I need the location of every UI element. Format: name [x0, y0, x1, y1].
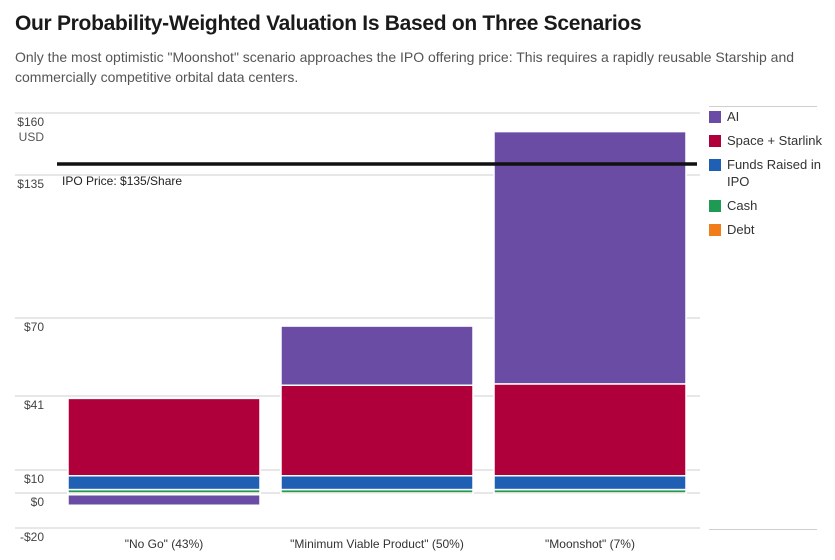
bar-segment: [67, 475, 261, 491]
legend-swatch: [709, 224, 721, 236]
y-tick-label: $135: [17, 177, 44, 191]
bar-segment: [67, 397, 261, 477]
bars: [67, 130, 687, 506]
legend-label: Debt: [727, 222, 755, 237]
y-tick-label: $0: [31, 495, 45, 509]
legend-swatch: [709, 159, 721, 171]
legend-item: Funds Raised in IPO: [709, 156, 829, 190]
legend-item: Space + Starlink: [709, 132, 829, 149]
bar-segment: [493, 130, 687, 385]
x-tick-label: "No Go" (43%): [125, 537, 204, 551]
x-tick-label: "Moonshot" (7%): [545, 537, 635, 551]
legend-label: Space + Starlink: [727, 133, 823, 148]
legend-label: Funds Raised in IPO: [727, 157, 821, 189]
legend-divider: [709, 106, 817, 107]
legend-label: Cash: [727, 198, 758, 213]
legend-swatch: [709, 111, 721, 123]
legend-divider: [709, 529, 817, 530]
legend-label: AI: [727, 109, 740, 124]
y-tick-label: $41: [24, 398, 44, 412]
bar-segment: [493, 475, 687, 491]
y-tick-label: -$20: [20, 530, 44, 544]
ipo-reference-line: IPO Price: $135/Share: [57, 162, 697, 188]
bar-segment: [493, 383, 687, 477]
legend-item: Cash: [709, 197, 829, 214]
axis-labels: $160 $135 $70 $41 $10 $0 -$20 USD "No Go" (43%) "…: [17, 115, 635, 551]
bar-segment: [280, 475, 474, 491]
y-unit-label: USD: [19, 130, 45, 144]
legend-item: AI: [709, 108, 829, 125]
y-tick-label: $10: [24, 472, 44, 486]
bar-segment: [280, 384, 474, 477]
legend-item: Debt: [709, 221, 829, 238]
legend-swatch: [709, 135, 721, 147]
chart-title: Our Probability-Weighted Valuation Is Ba…: [15, 12, 642, 35]
ipo-price-label: IPO Price: $135/Share: [62, 174, 182, 188]
bar-segment: [280, 325, 474, 386]
y-tick-label: $70: [24, 320, 44, 334]
legend-swatch: [709, 200, 721, 212]
y-tick-label: $160: [17, 115, 44, 129]
x-tick-label: "Minimum Viable Product" (50%): [290, 537, 464, 551]
bar-segment: [67, 494, 261, 506]
legend: AI Space + Starlink Funds Raised in IPO Cas…: [709, 108, 829, 245]
chart-subtitle: Only the most optimistic "Moonshot" scen…: [15, 49, 795, 85]
